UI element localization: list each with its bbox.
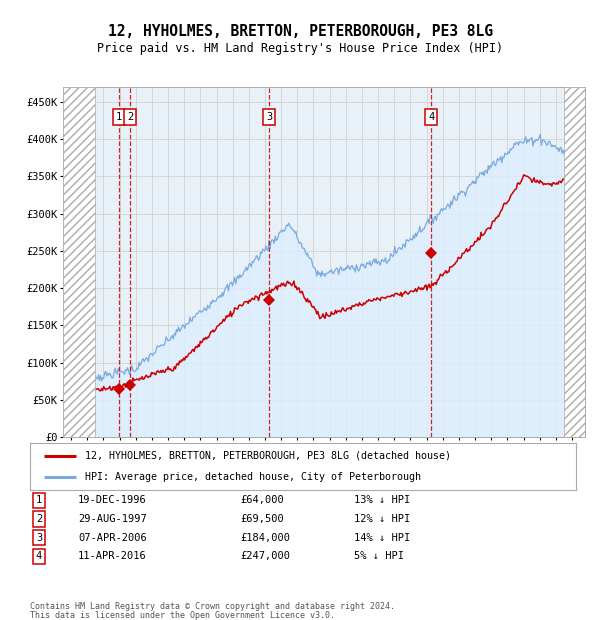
Text: 13% ↓ HPI: 13% ↓ HPI: [354, 495, 410, 505]
Text: 12, HYHOLMES, BRETTON, PETERBOROUGH, PE3 8LG: 12, HYHOLMES, BRETTON, PETERBOROUGH, PE3…: [107, 24, 493, 38]
Text: 1: 1: [116, 112, 122, 122]
Text: £184,000: £184,000: [240, 533, 290, 542]
Text: 3: 3: [36, 533, 42, 542]
Text: This data is licensed under the Open Government Licence v3.0.: This data is licensed under the Open Gov…: [30, 611, 335, 619]
Text: 2: 2: [127, 112, 133, 122]
Text: 11-APR-2016: 11-APR-2016: [78, 551, 147, 561]
Text: 1: 1: [36, 495, 42, 505]
Text: 2: 2: [36, 514, 42, 524]
Text: Price paid vs. HM Land Registry's House Price Index (HPI): Price paid vs. HM Land Registry's House …: [97, 42, 503, 55]
Text: Contains HM Land Registry data © Crown copyright and database right 2024.: Contains HM Land Registry data © Crown c…: [30, 602, 395, 611]
Text: 4: 4: [36, 551, 42, 561]
Text: 12% ↓ HPI: 12% ↓ HPI: [354, 514, 410, 524]
Text: £64,000: £64,000: [240, 495, 284, 505]
Text: 5% ↓ HPI: 5% ↓ HPI: [354, 551, 404, 561]
Text: 12, HYHOLMES, BRETTON, PETERBOROUGH, PE3 8LG (detached house): 12, HYHOLMES, BRETTON, PETERBOROUGH, PE3…: [85, 451, 451, 461]
Text: HPI: Average price, detached house, City of Peterborough: HPI: Average price, detached house, City…: [85, 472, 421, 482]
Text: 3: 3: [266, 112, 272, 122]
Text: 29-AUG-1997: 29-AUG-1997: [78, 514, 147, 524]
Text: 14% ↓ HPI: 14% ↓ HPI: [354, 533, 410, 542]
Text: £69,500: £69,500: [240, 514, 284, 524]
Text: £247,000: £247,000: [240, 551, 290, 561]
Text: 4: 4: [428, 112, 434, 122]
Text: 07-APR-2006: 07-APR-2006: [78, 533, 147, 542]
Text: 19-DEC-1996: 19-DEC-1996: [78, 495, 147, 505]
